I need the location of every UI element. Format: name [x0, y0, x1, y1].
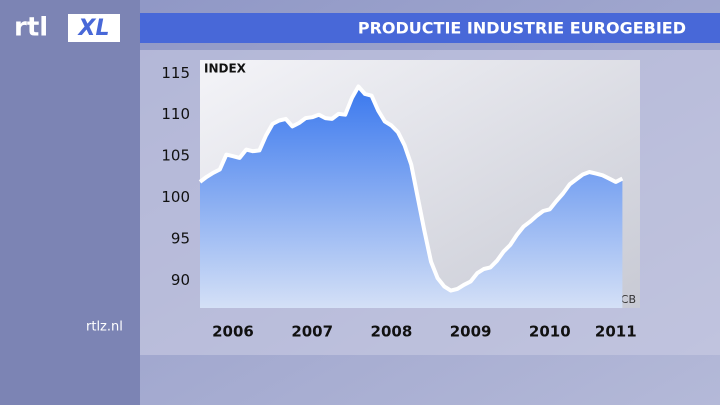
chart-title: PRODUCTIE INDUSTRIE EUROGEBIED — [358, 19, 686, 38]
x-tick-label: 2011 — [595, 323, 637, 341]
y-tick-label: 110 — [161, 105, 190, 123]
title-bar — [140, 13, 720, 43]
line — [198, 84, 624, 293]
x-tick-label: 2008 — [371, 323, 413, 341]
brand: rtlz.nl — [86, 320, 123, 335]
area — [200, 86, 623, 308]
y-tick-label: 95 — [171, 230, 190, 248]
y-tick-label: 100 — [161, 188, 190, 206]
y-tick-label: 115 — [161, 64, 190, 82]
y-axis-label: INDEX — [204, 62, 247, 76]
x-tick-label: 2006 — [212, 323, 254, 341]
side-panel — [0, 0, 140, 405]
x-tick-label: 2009 — [450, 323, 492, 341]
x-tick-label: 2010 — [529, 323, 571, 341]
logo-box — [68, 14, 120, 42]
y-tick-label: 90 — [171, 271, 190, 289]
logo-xl: XL — [77, 16, 110, 41]
x-tick-label: 2007 — [291, 323, 333, 341]
logo-rtl: rtl — [14, 13, 48, 43]
y-tick-label: 105 — [161, 147, 190, 165]
